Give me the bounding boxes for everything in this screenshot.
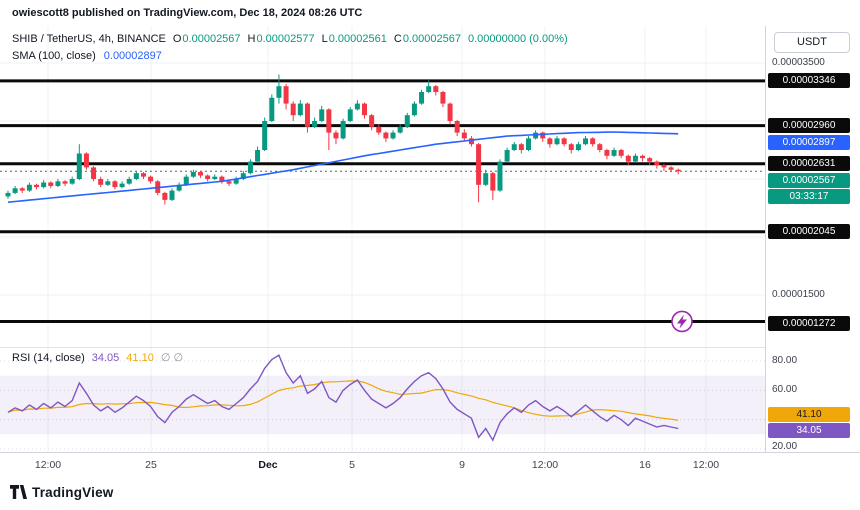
time-axis-label: 9	[459, 459, 465, 471]
rsi-ma-badge: 41.10	[768, 407, 850, 422]
footer: TradingView	[0, 478, 860, 510]
price-level-badge: 0.00002960	[768, 118, 850, 133]
time-axis-label: Dec	[258, 459, 278, 471]
rsi-scale-label: 20.00	[772, 441, 798, 452]
brand-name: TradingView	[32, 485, 114, 500]
time-axis[interactable]: 12:00 25 Dec 5 9 12:00 16 12:00	[0, 452, 860, 479]
price-level-badge: 0.00003346	[768, 73, 850, 88]
price-scale[interactable]: USDT 0.00003500 0.00003346 0.00002960 0.…	[765, 26, 860, 452]
rsi-scale-label: 80.00	[772, 355, 798, 366]
rsi-hidden-values: ∅ ∅	[160, 352, 184, 364]
countdown-badge: 03:33:17	[768, 189, 850, 204]
time-axis-label: 16	[639, 459, 651, 471]
close-value: 0.00002567	[402, 33, 461, 45]
open-label: O	[172, 33, 182, 45]
tradingview-logo[interactable]: TradingView	[10, 485, 113, 500]
last-price-badge: 0.00002567	[768, 173, 850, 188]
sma-price-badge: 0.00002897	[768, 135, 850, 150]
symbol-legend[interactable]: SHIB / TetherUS, 4h, BINANCE O0.00002567 H…	[12, 31, 568, 65]
rsi-legend[interactable]: RSI (14, close) 34.05 41.10 ∅ ∅	[12, 351, 183, 364]
currency-button[interactable]: USDT	[774, 32, 850, 53]
price-chart[interactable]	[0, 26, 765, 452]
symbol-title[interactable]: SHIB / TetherUS, 4h, BINANCE	[12, 33, 166, 45]
time-axis-label: 25	[145, 459, 157, 471]
price-level-badge: 0.00001272	[768, 316, 850, 331]
sma-label: SMA (100, close)	[12, 50, 96, 62]
time-axis-label: 5	[349, 459, 355, 471]
rsi-scale-label: 60.00	[772, 384, 798, 395]
price-level-badge: 0.00002045	[768, 224, 850, 239]
time-axis-label: 12:00	[531, 459, 559, 471]
sma-value: 0.00002897	[103, 50, 162, 62]
rsi-value-badge: 34.05	[768, 423, 850, 438]
low-label: L	[321, 33, 328, 45]
change-value: 0.00000000 (0.00%)	[467, 33, 568, 45]
time-axis-label: 12:00	[34, 459, 62, 471]
rsi-label: RSI (14, close)	[12, 352, 85, 364]
legend-row-sma[interactable]: SMA (100, close) 0.00002897	[12, 48, 568, 65]
price-level-badge: 0.00002631	[768, 156, 850, 171]
rsi-value: 34.05	[91, 352, 120, 364]
legend-row-main: SHIB / TetherUS, 4h, BINANCE O0.00002567 H…	[12, 31, 568, 48]
pane-divider[interactable]	[0, 347, 860, 348]
high-label: H	[247, 33, 256, 45]
publish-bar: owiescott8 published on TradingView.com,…	[0, 0, 860, 26]
low-value: 0.00002561	[328, 33, 387, 45]
close-label: C	[393, 33, 402, 45]
high-value: 0.00002577	[256, 33, 315, 45]
time-axis-label: 12:00	[692, 459, 720, 471]
tradingview-logo-icon	[10, 485, 27, 499]
price-scale-label: 0.00001500	[772, 289, 825, 300]
rsi-ma-value: 41.10	[126, 352, 154, 364]
open-value: 0.00002567	[182, 33, 241, 45]
publish-info: owiescott8 published on TradingView.com,…	[12, 7, 363, 19]
price-scale-label: 0.00003500	[772, 57, 825, 68]
